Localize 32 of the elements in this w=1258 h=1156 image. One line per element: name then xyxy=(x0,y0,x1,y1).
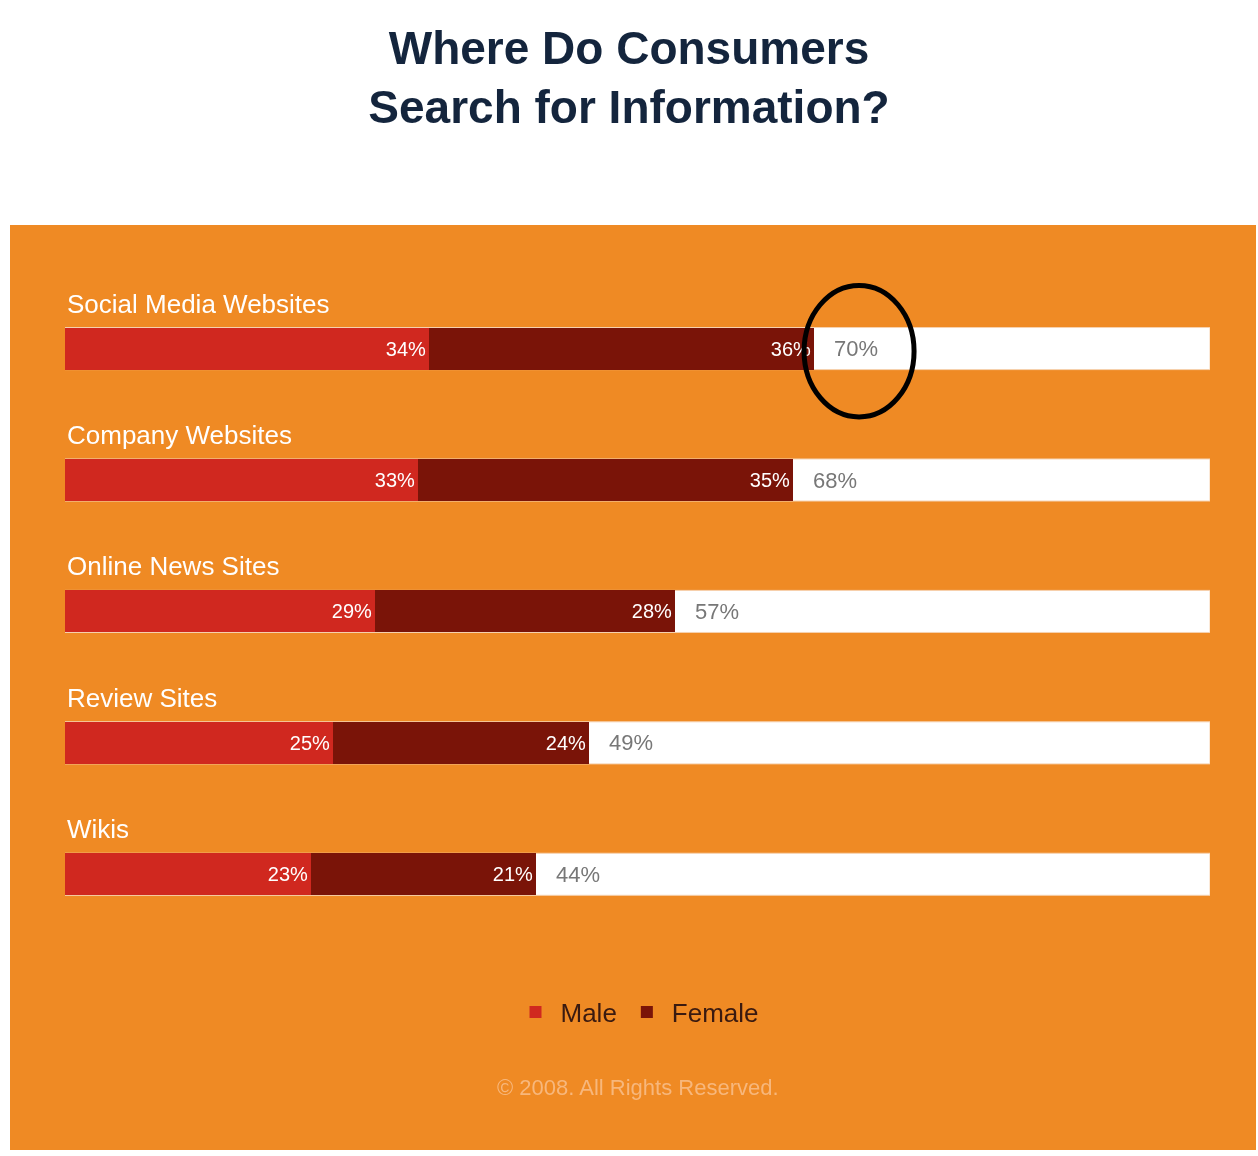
data-label: 24% xyxy=(545,732,586,754)
bar xyxy=(311,853,536,895)
data-label: 33% xyxy=(374,469,415,491)
data-label: 25% xyxy=(289,732,330,754)
data-label: 28% xyxy=(631,600,672,622)
total-label: 57% xyxy=(695,599,740,624)
bar xyxy=(418,459,793,501)
y-tick-label: Social Media Websites xyxy=(67,289,330,319)
y-tick-label: Online News Sites xyxy=(67,551,280,581)
data-label: 23% xyxy=(267,863,308,885)
y-tick-label: Wikis xyxy=(67,814,130,844)
bar xyxy=(65,590,375,632)
chart-title: Where Do Consumers Search for Information? xyxy=(368,21,890,134)
data-label: 34% xyxy=(385,338,426,360)
bar xyxy=(65,328,429,370)
data-label: 29% xyxy=(331,600,372,622)
bar xyxy=(333,722,589,764)
total-label: 70% xyxy=(834,336,879,361)
bar xyxy=(65,459,418,501)
bar xyxy=(65,853,311,895)
y-tick-label: Company Websites xyxy=(67,420,292,450)
total-label: 49% xyxy=(609,730,654,755)
total-label: 68% xyxy=(813,468,858,493)
bar xyxy=(65,722,333,764)
text: © 2008. All Rights Reserved. xyxy=(497,1075,779,1100)
y-tick-label: Review Sites xyxy=(67,683,218,713)
total-label: 44% xyxy=(556,862,601,887)
data-label: 35% xyxy=(749,469,790,491)
legend-label: Female xyxy=(671,998,759,1029)
data-label: 21% xyxy=(492,863,533,885)
legend-label: Male xyxy=(560,998,617,1029)
bar xyxy=(375,590,675,632)
